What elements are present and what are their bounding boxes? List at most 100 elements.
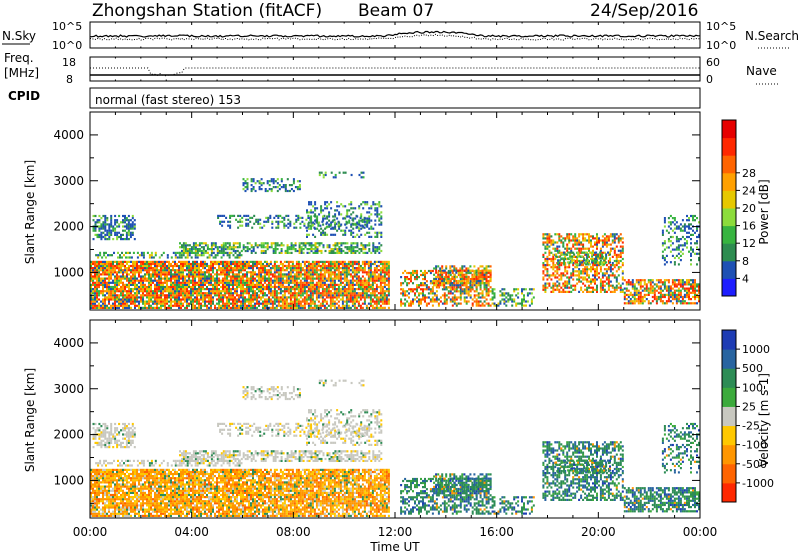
heatmap-cell	[160, 302, 162, 305]
heatmap-cell	[265, 216, 268, 219]
heatmap-cell	[477, 273, 480, 277]
heatmap-cell	[160, 300, 162, 303]
heatmap-cell	[248, 296, 250, 299]
heatmap-cell	[98, 271, 100, 274]
heatmap-cell	[307, 294, 310, 297]
heatmap-cell	[374, 231, 377, 234]
heatmap-cell	[178, 292, 180, 295]
heatmap-cell	[190, 267, 192, 270]
heatmap-cell	[104, 302, 106, 305]
heatmap-cell	[326, 217, 329, 220]
heatmap-cell	[260, 269, 262, 272]
heatmap-cell	[315, 281, 318, 284]
heatmap-cell	[104, 221, 107, 224]
heatmap-cell	[164, 264, 166, 268]
heatmap-cell	[475, 300, 478, 303]
heatmap-cell	[429, 288, 432, 291]
heatmap-cell	[556, 266, 559, 269]
heatmap-cell	[216, 283, 218, 286]
heatmap-cell	[125, 256, 127, 259]
heatmap-cell	[228, 300, 230, 303]
heatmap-cell	[102, 227, 105, 230]
heatmap-cell	[206, 294, 208, 297]
heatmap-cell	[210, 296, 212, 299]
heatmap-cell	[324, 173, 327, 177]
heatmap-cell	[244, 262, 246, 266]
heatmap-cell	[128, 294, 130, 297]
heatmap-cell	[453, 296, 456, 299]
heatmap-cell	[200, 292, 202, 295]
heatmap-cell	[507, 298, 510, 301]
heatmap-cell	[126, 302, 128, 305]
heatmap-cell	[363, 296, 366, 299]
heatmap-cell	[327, 294, 330, 297]
heatmap-cell	[150, 298, 152, 301]
heatmap-cell	[530, 298, 533, 301]
heatmap-cell	[239, 220, 242, 223]
heatmap-cell	[343, 262, 346, 266]
heatmap-cell	[250, 178, 253, 181]
heatmap-cell	[526, 294, 529, 297]
heatmap-cell	[331, 296, 334, 299]
heatmap-cell	[164, 273, 166, 276]
heatmap-cell	[264, 294, 266, 297]
heatmap-cell	[228, 269, 230, 272]
heatmap-cell	[176, 298, 178, 301]
heatmap-cell	[224, 296, 226, 299]
heatmap-cell	[281, 281, 284, 284]
heatmap-cell	[332, 215, 335, 218]
heatmap-cell	[457, 284, 460, 287]
heatmap-cell	[387, 288, 390, 291]
heatmap-cell	[400, 304, 403, 307]
heatmap-cell	[196, 244, 199, 247]
heatmap-cell	[236, 294, 238, 297]
heatmap-cell	[262, 269, 264, 272]
heatmap-cell	[343, 300, 346, 303]
heatmap-cell	[120, 264, 122, 268]
heatmap-cell	[305, 285, 308, 289]
heatmap-cell	[298, 186, 301, 189]
heatmap-cell	[130, 292, 132, 295]
heatmap-cell	[114, 300, 116, 303]
heatmap-cell	[254, 285, 256, 289]
heatmap-cell	[418, 276, 420, 279]
heatmap-cell	[104, 214, 107, 218]
heatmap-cell	[154, 271, 156, 274]
heatmap-cell	[544, 288, 547, 291]
heatmap-cell	[455, 275, 458, 278]
heatmap-cell	[299, 222, 302, 225]
heatmap-cell	[303, 260, 306, 263]
heatmap-cell	[110, 219, 113, 222]
heatmap-cell	[334, 215, 337, 218]
heatmap-cell	[164, 306, 166, 309]
heatmap-cell	[194, 248, 197, 251]
heatmap-cell	[283, 285, 286, 289]
heatmap-cell	[164, 279, 166, 282]
heatmap-cell	[313, 288, 316, 291]
heatmap-cell	[305, 298, 308, 301]
heatmap-cell	[104, 233, 107, 236]
heatmap-cell	[360, 249, 363, 253]
heatmap-cell	[289, 294, 292, 297]
heatmap-cell	[305, 290, 308, 293]
heatmap-cell	[206, 281, 208, 284]
heatmap-cell	[194, 300, 196, 303]
heatmap-cell	[206, 248, 209, 251]
heatmap-cell	[324, 203, 327, 206]
heatmap-cell	[400, 276, 403, 279]
heatmap-cell	[249, 216, 252, 219]
heatmap-cell	[542, 264, 545, 267]
heatmap-cell	[130, 264, 132, 268]
heatmap-cell	[307, 216, 310, 219]
heatmap-cell	[295, 262, 298, 266]
heatmap-cell	[246, 242, 249, 245]
heatmap-cell	[273, 302, 276, 305]
heatmap-cell	[98, 290, 100, 293]
heatmap-cell	[293, 273, 296, 276]
heatmap-cell	[114, 281, 116, 284]
heatmap-cell	[487, 269, 490, 272]
heatmap-cell	[226, 281, 228, 284]
heatmap-cell	[112, 264, 114, 268]
heatmap-cell	[264, 246, 267, 249]
heatmap-cell	[262, 246, 265, 249]
